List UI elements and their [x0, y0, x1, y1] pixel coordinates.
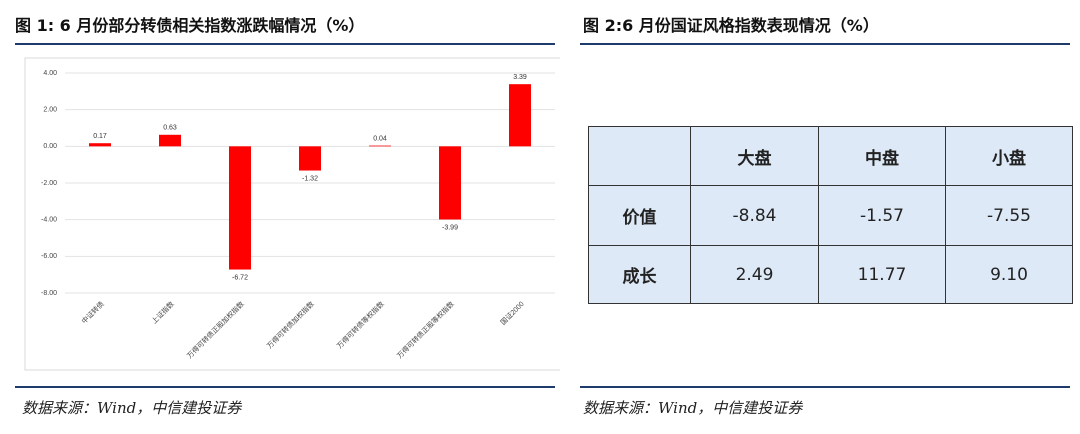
bar: [439, 146, 461, 220]
cell: 9.10: [945, 245, 1073, 304]
header-cell: 小盘: [945, 126, 1073, 186]
bar: [229, 146, 251, 270]
rule: [580, 386, 1070, 388]
data-label: 3.39: [513, 74, 527, 81]
row-header: 成长: [588, 245, 691, 304]
y-tick-label: -6.00: [41, 253, 57, 260]
y-tick-label: 4.00: [43, 70, 57, 77]
cell: [588, 126, 691, 186]
x-tick-label: 万得可转债正股等权指数: [395, 299, 456, 360]
y-tick-label: -2.00: [41, 180, 57, 187]
x-tick-label: 万得可转债加权指数: [265, 299, 316, 350]
chart-frame: [24, 57, 560, 371]
source: 数据来源：Wind，中信建投证券: [583, 399, 803, 417]
y-tick-label: -4.00: [41, 217, 57, 224]
y-tick-label: 2.00: [43, 107, 57, 114]
rule: [15, 386, 555, 388]
source: 数据来源：Wind，中信建投证券: [22, 399, 242, 417]
chart-title: 图 1: 6 月份部分转债相关指数涨跌幅情况（%）: [15, 16, 365, 35]
bar: [89, 143, 111, 147]
data-label: 0.17: [93, 133, 107, 140]
rule: [580, 43, 1070, 45]
x-tick-label: 万得可转债正股加权指数: [185, 299, 246, 360]
header-cell: 中盘: [818, 126, 946, 186]
bar: [299, 146, 321, 171]
x-tick-label: 万得可转债等权指数: [335, 299, 386, 350]
cell: 11.77: [818, 245, 946, 304]
bar: [509, 84, 531, 147]
rule: [15, 43, 555, 45]
y-tick-label: 0.00: [43, 143, 57, 150]
row-header: 价值: [588, 185, 691, 246]
y-tick-label: -8.00: [41, 290, 57, 297]
bar: [159, 134, 181, 147]
cell: -8.84: [690, 185, 819, 246]
table: 大盘 中盘 小盘 价值 -8.84 -1.57 -7.55 成长 2.49 11.77 9.10: [588, 126, 1073, 304]
table-title: 图 2:6 月份国证风格指数表现情况（%）: [583, 16, 879, 35]
chart: -8.00 -6.00 -4.00 -2.00 0.00 2.00 4.00 中证转债 0.17…: [24, 57, 560, 371]
data-label: -6.72: [232, 274, 248, 281]
data-label: 0.63: [163, 125, 177, 132]
bar: [369, 145, 391, 147]
data-label: -1.32: [302, 175, 318, 182]
header-cell: 大盘: [690, 126, 819, 186]
x-tick-label: 国证2000: [499, 300, 526, 327]
cell: 2.49: [690, 245, 819, 304]
data-label: -3.99: [442, 224, 458, 231]
cell: -1.57: [818, 185, 946, 246]
cell: -7.55: [945, 185, 1073, 246]
x-tick-label: 中证转债: [80, 299, 106, 325]
data-label: 0.04: [373, 135, 387, 142]
x-tick-label: 上证指数: [150, 299, 176, 325]
